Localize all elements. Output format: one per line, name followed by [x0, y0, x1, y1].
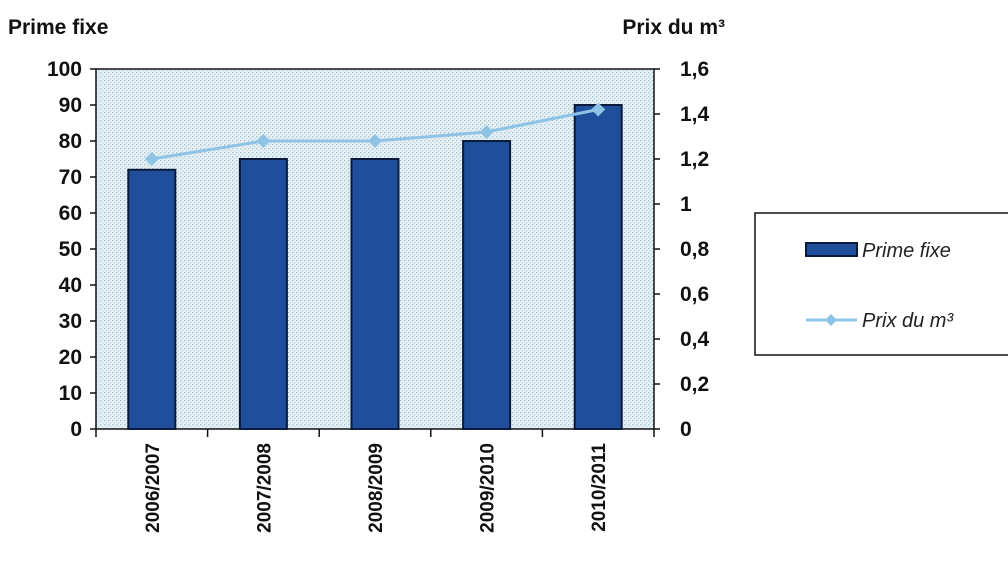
right-tick-label: 0,2	[680, 373, 709, 396]
bar	[462, 140, 512, 430]
legend-label-prix-du-m3: Prix du m³	[862, 310, 954, 332]
right-tick-label: 0,6	[680, 283, 709, 306]
right-axis: 0 0,2 0,4 0,6 0,8 1 1,2 1,4 1,6	[654, 58, 710, 441]
x-tick-label: 2008/2009	[366, 443, 387, 533]
line-point	[368, 134, 382, 148]
left-tick-label: 0	[70, 418, 82, 441]
right-tick-label: 1	[680, 193, 692, 216]
line-point	[144, 152, 159, 166]
right-tick-label: 0	[680, 418, 692, 441]
bar	[350, 158, 400, 430]
left-axis: 0 10 20 30 40 50 60 70 80 90 100	[47, 58, 96, 441]
left-tick-label: 10	[59, 382, 82, 405]
x-tick-label: 2010/2011	[589, 443, 610, 532]
right-tick-label: 1,2	[680, 148, 709, 171]
line-point	[591, 102, 606, 117]
x-tick-label: 2006/2007	[143, 443, 164, 533]
line-point	[479, 125, 494, 139]
bar	[573, 104, 623, 430]
bar	[238, 158, 288, 430]
left-tick-label: 100	[47, 58, 82, 81]
left-tick-label: 60	[59, 202, 82, 225]
legend-box	[754, 212, 1008, 356]
left-axis-title: Prime fixe	[8, 16, 108, 39]
legend-bar-swatch	[805, 242, 858, 257]
left-tick-label: 70	[59, 166, 82, 189]
bar-series	[127, 104, 623, 431]
legend: Prime fixe Prix du m³	[754, 212, 1008, 356]
left-tick-label: 50	[59, 238, 82, 261]
left-tick-label: 20	[59, 346, 82, 369]
legend-diamond-marker	[825, 314, 837, 326]
left-tick-label: 40	[59, 274, 82, 297]
left-tick-label: 30	[59, 310, 82, 333]
right-axis-title: Prix du m³	[622, 16, 725, 39]
x-axis: 2006/2007 2007/2008 2008/2009 2009/2010 2010…	[95, 429, 655, 533]
line-series	[144, 102, 606, 166]
left-tick-label: 80	[59, 130, 82, 153]
left-tick-label: 90	[59, 94, 82, 117]
x-tick-label: 2007/2008	[254, 443, 275, 533]
bar	[127, 168, 177, 431]
x-tick-label: 2009/2010	[478, 443, 499, 533]
right-tick-label: 0,8	[680, 238, 710, 261]
right-tick-label: 1,6	[680, 58, 709, 81]
right-tick-label: 1,4	[680, 103, 710, 126]
line-point	[256, 134, 271, 148]
legend-label-prime-fixe: Prime fixe	[862, 240, 951, 262]
right-tick-label: 0,4	[680, 328, 710, 351]
